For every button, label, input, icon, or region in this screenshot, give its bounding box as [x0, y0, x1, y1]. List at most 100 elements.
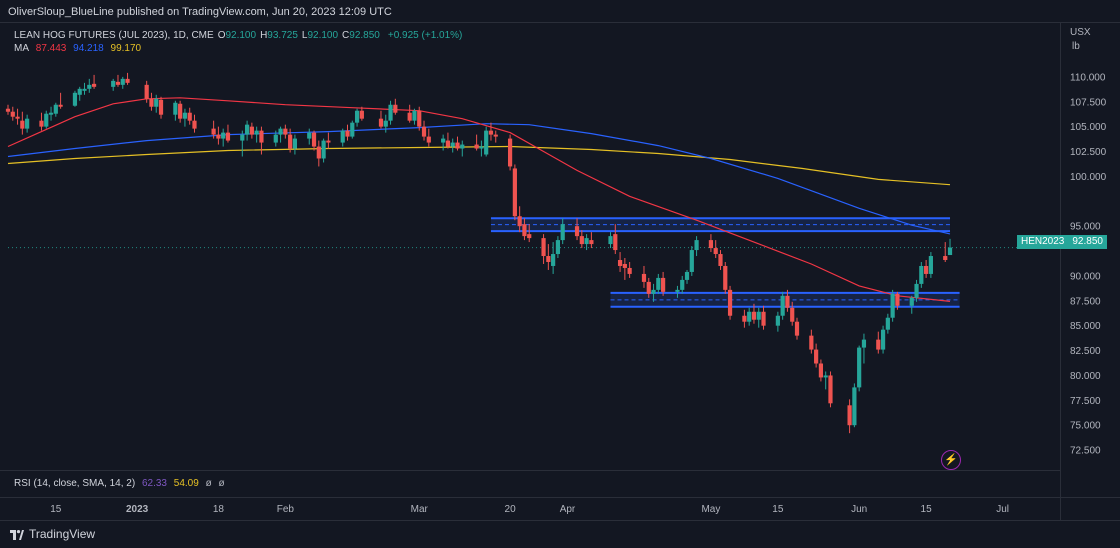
candle-down: [493, 130, 498, 143]
candle-down: [20, 111, 25, 135]
candle-up: [450, 138, 455, 153]
tradingview-logo[interactable]: TradingView: [10, 527, 95, 541]
candle-body: [91, 83, 97, 87]
candle-up: [25, 114, 30, 133]
candle-body: [708, 240, 714, 249]
candle-down: [507, 134, 513, 171]
ma-mid-value: 94.218: [73, 43, 104, 54]
candle-body: [747, 311, 752, 322]
candle-up: [44, 110, 49, 129]
candle-down: [316, 140, 321, 167]
y-tick-label: 80.000: [1070, 371, 1101, 382]
candle-down: [158, 96, 164, 119]
y-tick-label: 90.000: [1070, 271, 1101, 282]
candle-body: [455, 142, 460, 149]
candle-up: [608, 232, 613, 249]
candle-body: [72, 92, 78, 106]
candle-down: [761, 305, 766, 330]
y-tick-label: 87.500: [1070, 296, 1101, 307]
candle-body: [809, 335, 814, 350]
candle-up: [383, 114, 388, 133]
candle-down: [589, 232, 594, 249]
tradingview-brand: TradingView: [29, 527, 96, 541]
candle-body: [608, 236, 613, 245]
candle-up: [460, 140, 465, 157]
candle-up: [72, 90, 78, 107]
unit-label: lb: [1072, 41, 1080, 52]
candle-up: [48, 106, 54, 121]
x-tick-label: Apr: [560, 504, 576, 515]
y-tick-label: 100.000: [1070, 172, 1107, 183]
candle-up: [82, 82, 87, 95]
candle-body: [818, 363, 824, 378]
publisher-text: OliverSloup_BlueLine published on Tradin…: [8, 6, 392, 18]
candle-down: [794, 317, 800, 340]
candle-body: [421, 126, 427, 137]
candle-down: [895, 291, 900, 310]
candle-up: [857, 345, 862, 392]
y-tick-label: 85.000: [1070, 321, 1101, 332]
candle-up: [909, 295, 914, 314]
candle-body: [211, 128, 216, 135]
candle-body: [58, 104, 63, 107]
candle-body: [53, 104, 58, 114]
candle-body: [560, 224, 565, 241]
lightning-icon[interactable]: ⚡: [941, 450, 961, 470]
candle-down: [546, 244, 551, 270]
candle-body: [541, 238, 546, 257]
moving-averages: [7, 97, 951, 302]
candle-body: [895, 293, 900, 306]
candle-body: [651, 289, 656, 294]
ma-long-value: 99.170: [110, 43, 142, 54]
rsi-sma-value: 54.09: [173, 478, 199, 489]
zone-fill: [490, 218, 951, 232]
candle-up: [551, 242, 556, 274]
candle-body: [689, 250, 694, 272]
candle-up: [890, 289, 895, 322]
candle-body: [441, 138, 446, 143]
x-tick-label: Mar: [411, 504, 429, 515]
candle-body: [87, 84, 92, 89]
candle-up: [388, 100, 393, 125]
candle-up: [694, 236, 699, 257]
symbol-legend: LEAN HOG FUTURES (JUL 2023), 1D, CME O92.…: [14, 30, 466, 41]
candle-down: [249, 122, 254, 139]
candle-body: [48, 112, 54, 115]
x-tick-label: 20: [505, 504, 517, 515]
ma-mid-line: [7, 123, 951, 235]
candle-up: [321, 138, 326, 163]
candle-down: [718, 250, 723, 270]
candle-body: [675, 289, 680, 292]
candle-down: [125, 72, 130, 85]
candle-body: [340, 130, 345, 143]
candle-down: [924, 260, 929, 278]
candle-body: [756, 311, 761, 320]
chart-grid: [0, 22, 1120, 521]
candle-down: [359, 106, 364, 121]
candle-body: [852, 387, 857, 426]
candle-body: [857, 347, 862, 388]
candle-up: [775, 311, 780, 332]
candle-body: [417, 110, 422, 127]
x-tick-label: 15: [50, 504, 62, 515]
candle-up: [53, 102, 58, 117]
candle-body: [943, 256, 948, 261]
candle-body: [627, 267, 632, 274]
candle-down: [91, 74, 97, 89]
candle-down: [283, 124, 288, 139]
candle-body: [120, 78, 125, 85]
candle-down: [187, 107, 192, 125]
candle-down: [723, 261, 728, 294]
ma-short-line: [7, 97, 951, 302]
candle-down: [10, 106, 15, 121]
candle-up: [651, 283, 656, 302]
last-price-tag: HEN2023 92.850: [1017, 235, 1107, 249]
candle-body: [785, 295, 790, 308]
candle-up: [340, 128, 345, 147]
candle-up: [244, 120, 250, 141]
candle-body: [924, 265, 929, 274]
candle-body: [111, 80, 116, 87]
candle-body: [311, 132, 317, 147]
candle-up: [584, 234, 589, 251]
